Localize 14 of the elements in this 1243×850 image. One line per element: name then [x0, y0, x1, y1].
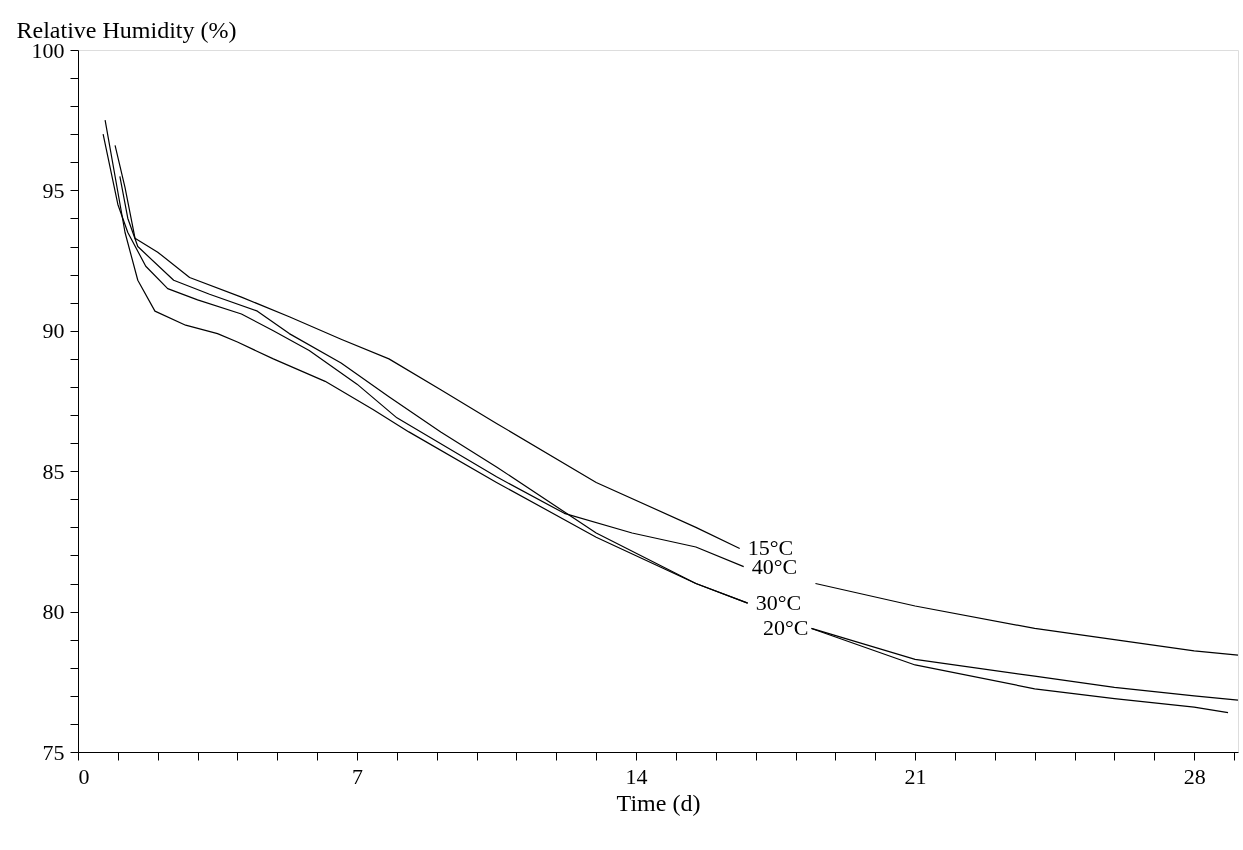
- annotation: 30°C: [755, 590, 802, 616]
- x-tick-label: 7: [352, 763, 364, 789]
- y-tick-label: 90: [42, 318, 65, 344]
- y-tick-label: 80: [42, 599, 65, 625]
- x-tick-label: 21: [904, 763, 927, 789]
- x-axis-title: Time (d): [616, 789, 701, 816]
- x-tick-label: 28: [1183, 763, 1206, 789]
- annotation: 20°C: [762, 615, 809, 641]
- x-tick-label: 14: [625, 763, 648, 789]
- annotation: 15°C: [747, 535, 794, 561]
- y-tick-label: 75: [42, 739, 65, 765]
- y-tick-label: 95: [42, 177, 65, 203]
- y-tick-label: 85: [42, 458, 65, 484]
- x-tick-label: 0: [78, 763, 90, 789]
